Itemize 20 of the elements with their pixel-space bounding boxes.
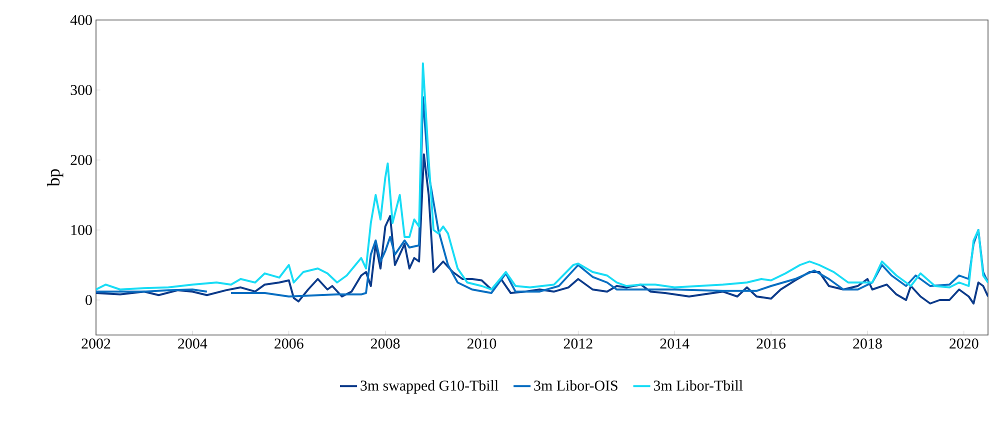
y-tick-label: 300 [70,84,92,96]
x-tick-label: 2016 [756,338,786,349]
legend-label: 3m Libor-OIS [534,380,618,391]
x-tick-label: 2020 [950,338,978,349]
x-tick-label: 2006 [274,338,304,349]
x-tick-label: 2010 [467,338,496,349]
line-series [96,153,988,304]
x-tick-label: 2014 [660,338,690,349]
x-tick-label: 2002 [82,338,110,349]
x-tick-label: 2004 [178,338,208,349]
legend-label: 3m Libor-Tbill [654,380,743,391]
x-tick-label: 2018 [853,338,882,349]
y-tick-label: 400 [70,14,92,26]
x-tick-label: 2008 [371,338,400,349]
legend-label: 3m swapped G10-Tbill [360,380,498,394]
y-axis-title: bp [46,169,64,186]
y-tick-label: 200 [70,154,92,166]
y-tick-label: 100 [71,224,92,236]
x-tick-label: 2012 [564,338,592,349]
y-tick-label: 0 [86,294,92,306]
